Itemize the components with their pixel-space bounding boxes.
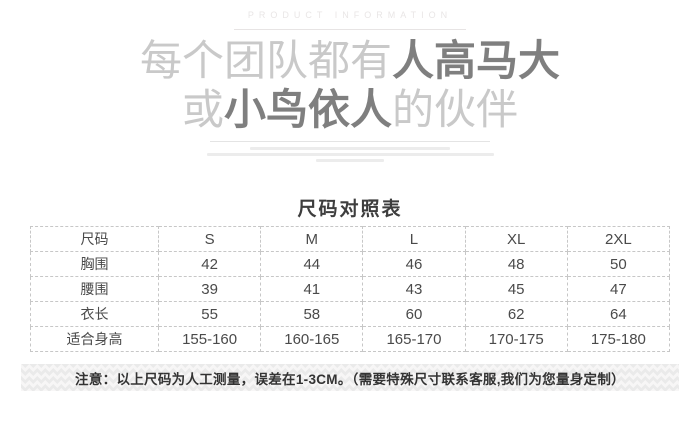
column-header: 尺码 (30, 226, 159, 252)
row-label: 衣长 (30, 301, 159, 327)
fine-print-line (250, 147, 450, 150)
divider-line-top (234, 29, 466, 30)
size-value: 55 (157, 301, 262, 327)
size-value: 39 (157, 276, 262, 302)
slogan-light-text: 或 (181, 86, 224, 133)
table-row: 腰围 39 41 43 45 47 (30, 276, 671, 302)
eyebrow-text: PRODUCT INFORMATION (247, 10, 453, 20)
notice-band: 注意：以上尺码为人工测量，误差在1-3CM。（需要特殊尺寸联系客服,我们为您量身… (21, 364, 679, 391)
row-label: 胸围 (30, 251, 159, 277)
size-value: 50 (566, 251, 671, 277)
table-row: 胸围 42 44 46 48 50 (30, 251, 671, 277)
column-header: XL (464, 226, 568, 252)
table-header-row: 尺码 S M L XL 2XL (30, 226, 671, 252)
column-header: S (157, 226, 262, 252)
fine-print-line (206, 153, 494, 156)
fine-print-block (0, 147, 700, 165)
size-value: 47 (566, 276, 671, 302)
slogan-bold-text: 小鸟依人 (223, 86, 392, 133)
size-value: 62 (464, 301, 568, 327)
size-value: 160-165 (260, 326, 364, 352)
slogan-light-text: 的伙伴 (392, 86, 519, 133)
size-value: 170-175 (464, 326, 568, 352)
size-value: 41 (260, 276, 364, 302)
size-value: 46 (362, 251, 466, 277)
slogan-line-1: 每个团队都有人高马大 (0, 40, 700, 82)
slogan-light-text: 每个团队都有 (139, 37, 392, 84)
size-value: 58 (260, 301, 364, 327)
size-value: 165-170 (362, 326, 466, 352)
column-header: L (362, 226, 466, 252)
fine-print-line (316, 159, 384, 162)
size-value: 45 (464, 276, 568, 302)
size-value: 42 (157, 251, 262, 277)
divider-line-middle (210, 141, 490, 142)
slogan-bold-text: 人高马大 (392, 37, 561, 84)
size-chart-table: 尺码 S M L XL 2XL 胸围 42 44 46 48 50 腰围 39 … (30, 226, 671, 352)
table-row: 衣长 55 58 60 62 64 (30, 301, 671, 327)
size-chart-title: 尺码对照表 (297, 199, 403, 220)
row-label: 腰围 (30, 276, 159, 302)
slogan-line-2: 或小鸟依人的伙伴 (0, 89, 700, 131)
column-header: 2XL (566, 226, 671, 252)
table-row: 适合身高 155-160 160-165 165-170 170-175 175… (30, 326, 671, 352)
size-value: 175-180 (566, 326, 671, 352)
size-value: 43 (362, 276, 466, 302)
size-value: 64 (566, 301, 671, 327)
row-label: 适合身高 (30, 326, 159, 352)
notice-text: 注意：以上尺码为人工测量，误差在1-3CM。（需要特殊尺寸联系客服,我们为您量身… (75, 371, 625, 387)
size-value: 155-160 (157, 326, 262, 352)
size-value: 60 (362, 301, 466, 327)
size-value: 48 (464, 251, 568, 277)
column-header: M (260, 226, 364, 252)
size-value: 44 (260, 251, 364, 277)
